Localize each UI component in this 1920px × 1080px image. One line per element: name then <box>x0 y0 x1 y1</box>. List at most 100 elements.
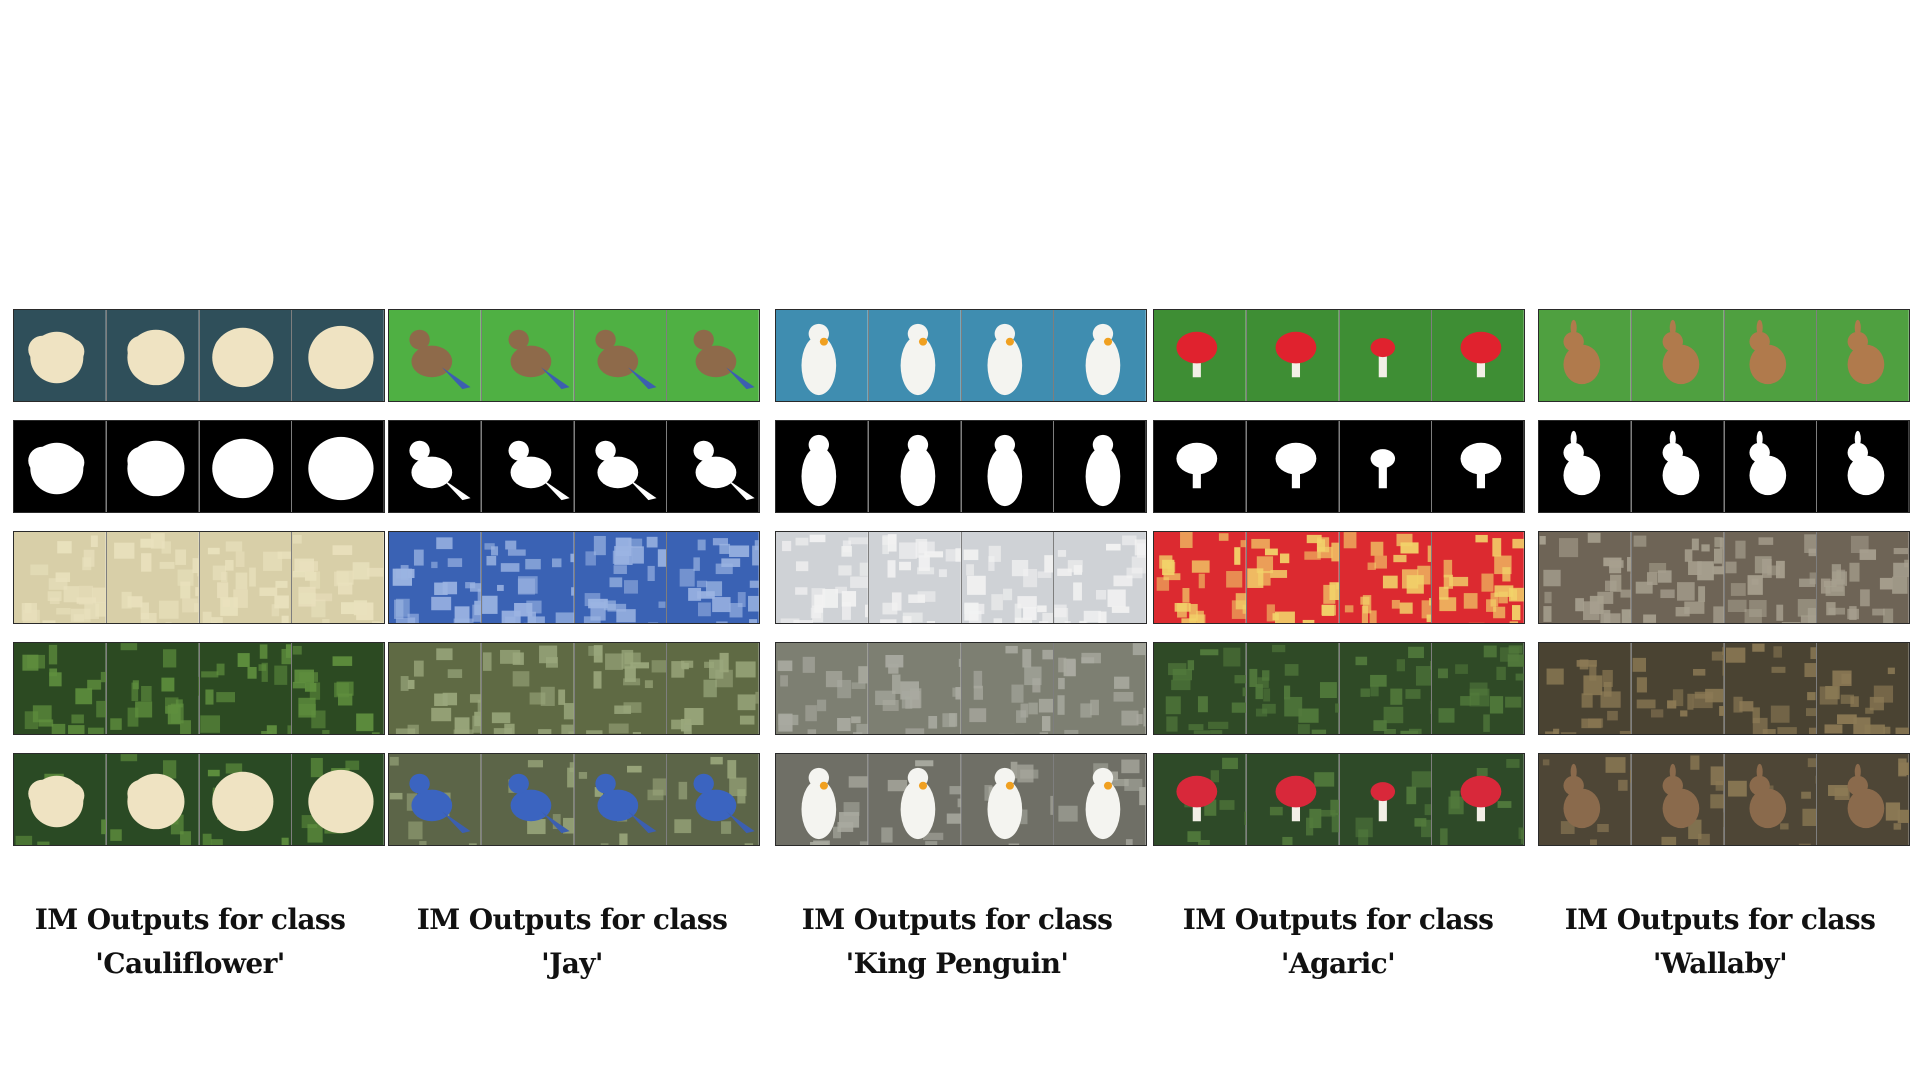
caption-line-2: 'King Penguin' <box>845 947 1069 980</box>
image-tile <box>868 421 962 512</box>
image-strip-full <box>775 753 1147 846</box>
image-tile <box>574 643 668 734</box>
image-tile <box>1154 532 1247 623</box>
image-strip-texture <box>1153 531 1525 624</box>
column-king-penguin <box>775 309 1147 864</box>
caption-line-1: IM Outputs for class <box>801 903 1113 936</box>
image-tile <box>1724 532 1818 623</box>
image-tile <box>14 310 107 401</box>
image-tile <box>481 532 575 623</box>
image-strip-mask <box>1538 420 1910 513</box>
image-tile <box>574 754 668 845</box>
image-tile <box>574 421 668 512</box>
image-tile <box>1817 754 1909 845</box>
image-tile <box>199 643 293 734</box>
image-strip-object <box>775 309 1147 402</box>
column-jay <box>388 309 760 864</box>
image-tile <box>961 754 1055 845</box>
image-strip-context <box>388 642 760 735</box>
caption-line-2: 'Wallaby' <box>1652 947 1788 980</box>
caption-king-penguin: IM Outputs for class 'King Penguin' <box>767 898 1147 986</box>
image-strip-full <box>388 753 760 846</box>
image-tile <box>1154 754 1247 845</box>
image-tile <box>1054 421 1146 512</box>
image-strip-full <box>13 753 385 846</box>
image-strip-context <box>775 642 1147 735</box>
image-tile <box>1154 310 1247 401</box>
image-tile <box>1539 754 1632 845</box>
image-tile <box>1339 310 1433 401</box>
caption-cauliflower: IM Outputs for class 'Cauliflower' <box>0 898 380 986</box>
image-tile <box>14 421 107 512</box>
caption-wallaby: IM Outputs for class 'Wallaby' <box>1530 898 1910 986</box>
image-tile <box>1432 421 1524 512</box>
image-tile <box>481 754 575 845</box>
image-tile <box>1246 754 1340 845</box>
image-tile <box>776 310 869 401</box>
image-tile <box>1817 643 1909 734</box>
image-tile <box>1432 310 1524 401</box>
image-tile <box>106 310 200 401</box>
caption-jay: IM Outputs for class 'Jay' <box>382 898 762 986</box>
image-tile <box>1631 310 1725 401</box>
image-tile <box>1054 754 1146 845</box>
image-tile <box>292 532 384 623</box>
image-strip-object <box>13 309 385 402</box>
image-tile <box>14 532 107 623</box>
image-tile <box>961 310 1055 401</box>
caption-line-1: IM Outputs for class <box>34 903 346 936</box>
image-tile <box>667 421 759 512</box>
image-tile <box>667 754 759 845</box>
image-tile <box>1539 643 1632 734</box>
image-tile <box>961 421 1055 512</box>
image-tile <box>1631 532 1725 623</box>
image-strip-object <box>1538 309 1910 402</box>
image-tile <box>1432 754 1524 845</box>
image-strip-texture <box>13 531 385 624</box>
image-tile <box>868 643 962 734</box>
image-tile <box>1631 421 1725 512</box>
image-strip-texture <box>1538 531 1910 624</box>
image-tile <box>106 754 200 845</box>
image-tile <box>292 310 384 401</box>
image-strip-full <box>1153 753 1525 846</box>
caption-line-1: IM Outputs for class <box>416 903 728 936</box>
image-tile <box>1631 643 1725 734</box>
image-strip-mask <box>388 420 760 513</box>
image-tile <box>481 310 575 401</box>
image-tile <box>1054 532 1146 623</box>
image-tile <box>776 754 869 845</box>
caption-line-2: 'Cauliflower' <box>95 947 285 980</box>
image-tile <box>1724 310 1818 401</box>
image-tile <box>1724 421 1818 512</box>
image-tile <box>1246 532 1340 623</box>
image-tile <box>1817 532 1909 623</box>
image-tile <box>776 421 869 512</box>
image-tile <box>574 310 668 401</box>
image-tile <box>292 421 384 512</box>
image-tile <box>1339 421 1433 512</box>
image-tile <box>389 643 482 734</box>
image-tile <box>961 643 1055 734</box>
image-tile <box>1539 532 1632 623</box>
image-tile <box>1246 310 1340 401</box>
image-strip-full <box>1538 753 1910 846</box>
image-tile <box>574 532 668 623</box>
image-tile <box>868 754 962 845</box>
image-tile <box>961 532 1055 623</box>
image-tile <box>14 754 107 845</box>
image-tile <box>1339 532 1433 623</box>
image-tile <box>1724 643 1818 734</box>
image-strip-texture <box>388 531 760 624</box>
image-tile <box>1539 421 1632 512</box>
image-tile <box>1339 754 1433 845</box>
image-tile <box>1817 310 1909 401</box>
image-tile <box>389 754 482 845</box>
image-tile <box>199 754 293 845</box>
image-tile <box>776 643 869 734</box>
image-tile <box>667 310 759 401</box>
image-tile <box>1724 754 1818 845</box>
image-tile <box>481 421 575 512</box>
image-strip-context <box>1538 642 1910 735</box>
